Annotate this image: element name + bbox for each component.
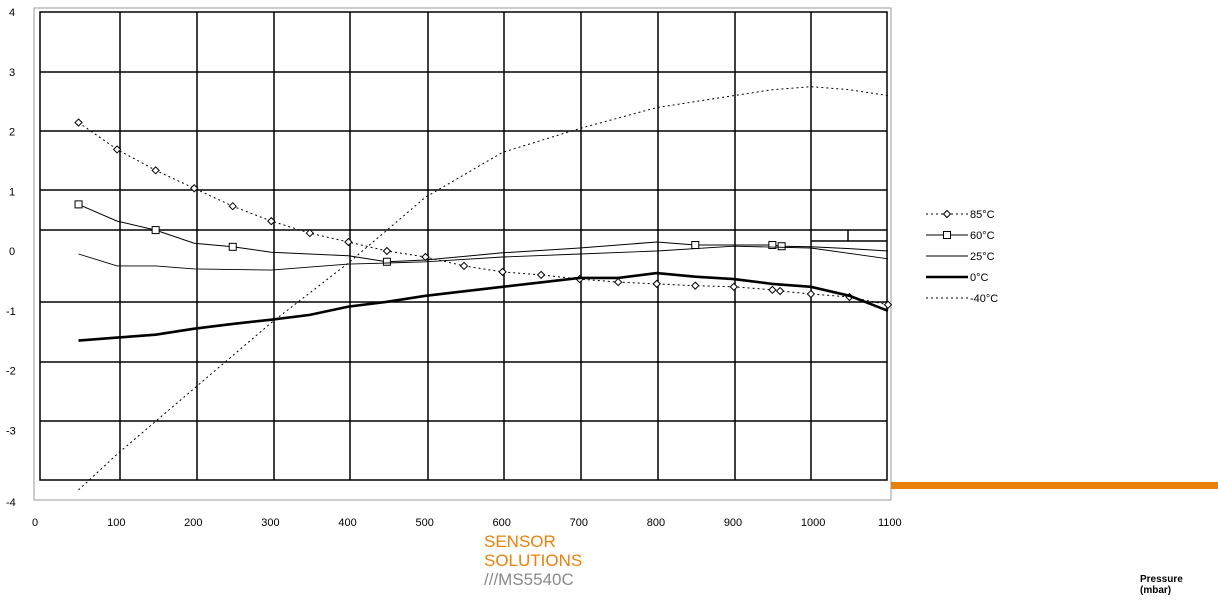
x-tick-label: 1100 [878,517,902,529]
series-line [78,245,889,271]
diamond-marker [344,237,353,247]
diamond-marker [942,209,952,219]
x-tick-label: 700 [570,517,588,529]
y-tick-label: 3 [9,67,15,79]
x-tick-label: 800 [647,517,665,529]
diamond-marker [112,145,122,154]
series-line [78,122,889,306]
x-tick-label: 500 [415,517,433,529]
y-tick-label: 0 [9,246,15,258]
square-marker [768,241,777,250]
legend-label: -40°C [970,293,998,305]
x-tick-label: 400 [338,517,356,529]
legend-label: 25°C [970,251,995,263]
square-marker [151,226,160,235]
y-tick-label: -1 [6,306,16,318]
tick-labels: 0 100 200 300 400 500 600 700 800 900 1000 1100 4 3 2 1… [6,7,902,529]
diamond-marker [536,270,546,280]
x-tick-label: 1000 [801,517,825,529]
series-line [78,86,889,491]
y-tick-label: 1 [9,186,15,198]
diamond-marker [151,166,160,175]
diamond-marker [691,281,700,290]
diamond-marker [883,300,893,309]
x-tick-label: 100 [107,517,125,529]
diamond-marker [652,279,661,289]
y-tick-label: -4 [6,497,16,509]
y-tick-label: 2 [9,127,15,139]
square-marker [74,200,83,209]
legend: 85°C 60°C 25°C 0°C -40°C [926,209,998,305]
diamond-marker [228,201,237,211]
x-axis-title-line: Pressure [1140,574,1183,585]
y-tick-label: -3 [6,425,16,437]
brand-line-model: ///MS5540C [484,570,574,589]
plot-border [39,11,888,481]
diamond-marker [382,246,392,256]
diamond-marker [305,228,315,238]
series-line [78,271,889,342]
diamond-marker [459,261,469,271]
brand-line-solutions: SOLUTIONS [484,551,583,570]
series-group [74,86,893,491]
square-marker [228,242,237,251]
y-tick-label: 4 [9,7,15,19]
legend-label: 60°C [970,230,995,242]
diamond-marker [498,267,507,277]
grid [39,11,888,481]
brand-block: SENSOR SOLUTIONS ///MS5540C [484,532,582,589]
x-axis-title: Pressure (mbar) [1140,574,1183,596]
diamond-marker [768,285,777,295]
x-tick-label: 200 [184,517,202,529]
series-line [78,203,889,263]
legend-label: 0°C [970,272,989,284]
brand-line-sensor: SENSOR [484,532,556,551]
diamond-marker [189,184,199,193]
x-tick-label: 0 [32,517,38,529]
square-marker [777,242,786,251]
plot-frame-outer [33,7,892,501]
diamond-marker [74,118,83,127]
x-tick-label: 900 [724,517,742,529]
diamond-marker [775,286,785,296]
x-tick-label: 600 [493,517,511,529]
legend-label: 85°C [970,209,995,221]
y-tick-label: -2 [6,366,16,378]
diamond-marker [729,282,739,292]
square-marker [943,231,951,239]
orange-rule [891,482,1218,489]
x-tick-label: 300 [261,517,279,529]
diamond-marker [806,289,816,299]
x-axis-title-line: (mbar) [1140,585,1172,596]
square-marker [691,241,700,250]
diamond-marker [267,216,276,226]
diamond-marker [613,277,623,287]
square-marker [382,257,391,266]
